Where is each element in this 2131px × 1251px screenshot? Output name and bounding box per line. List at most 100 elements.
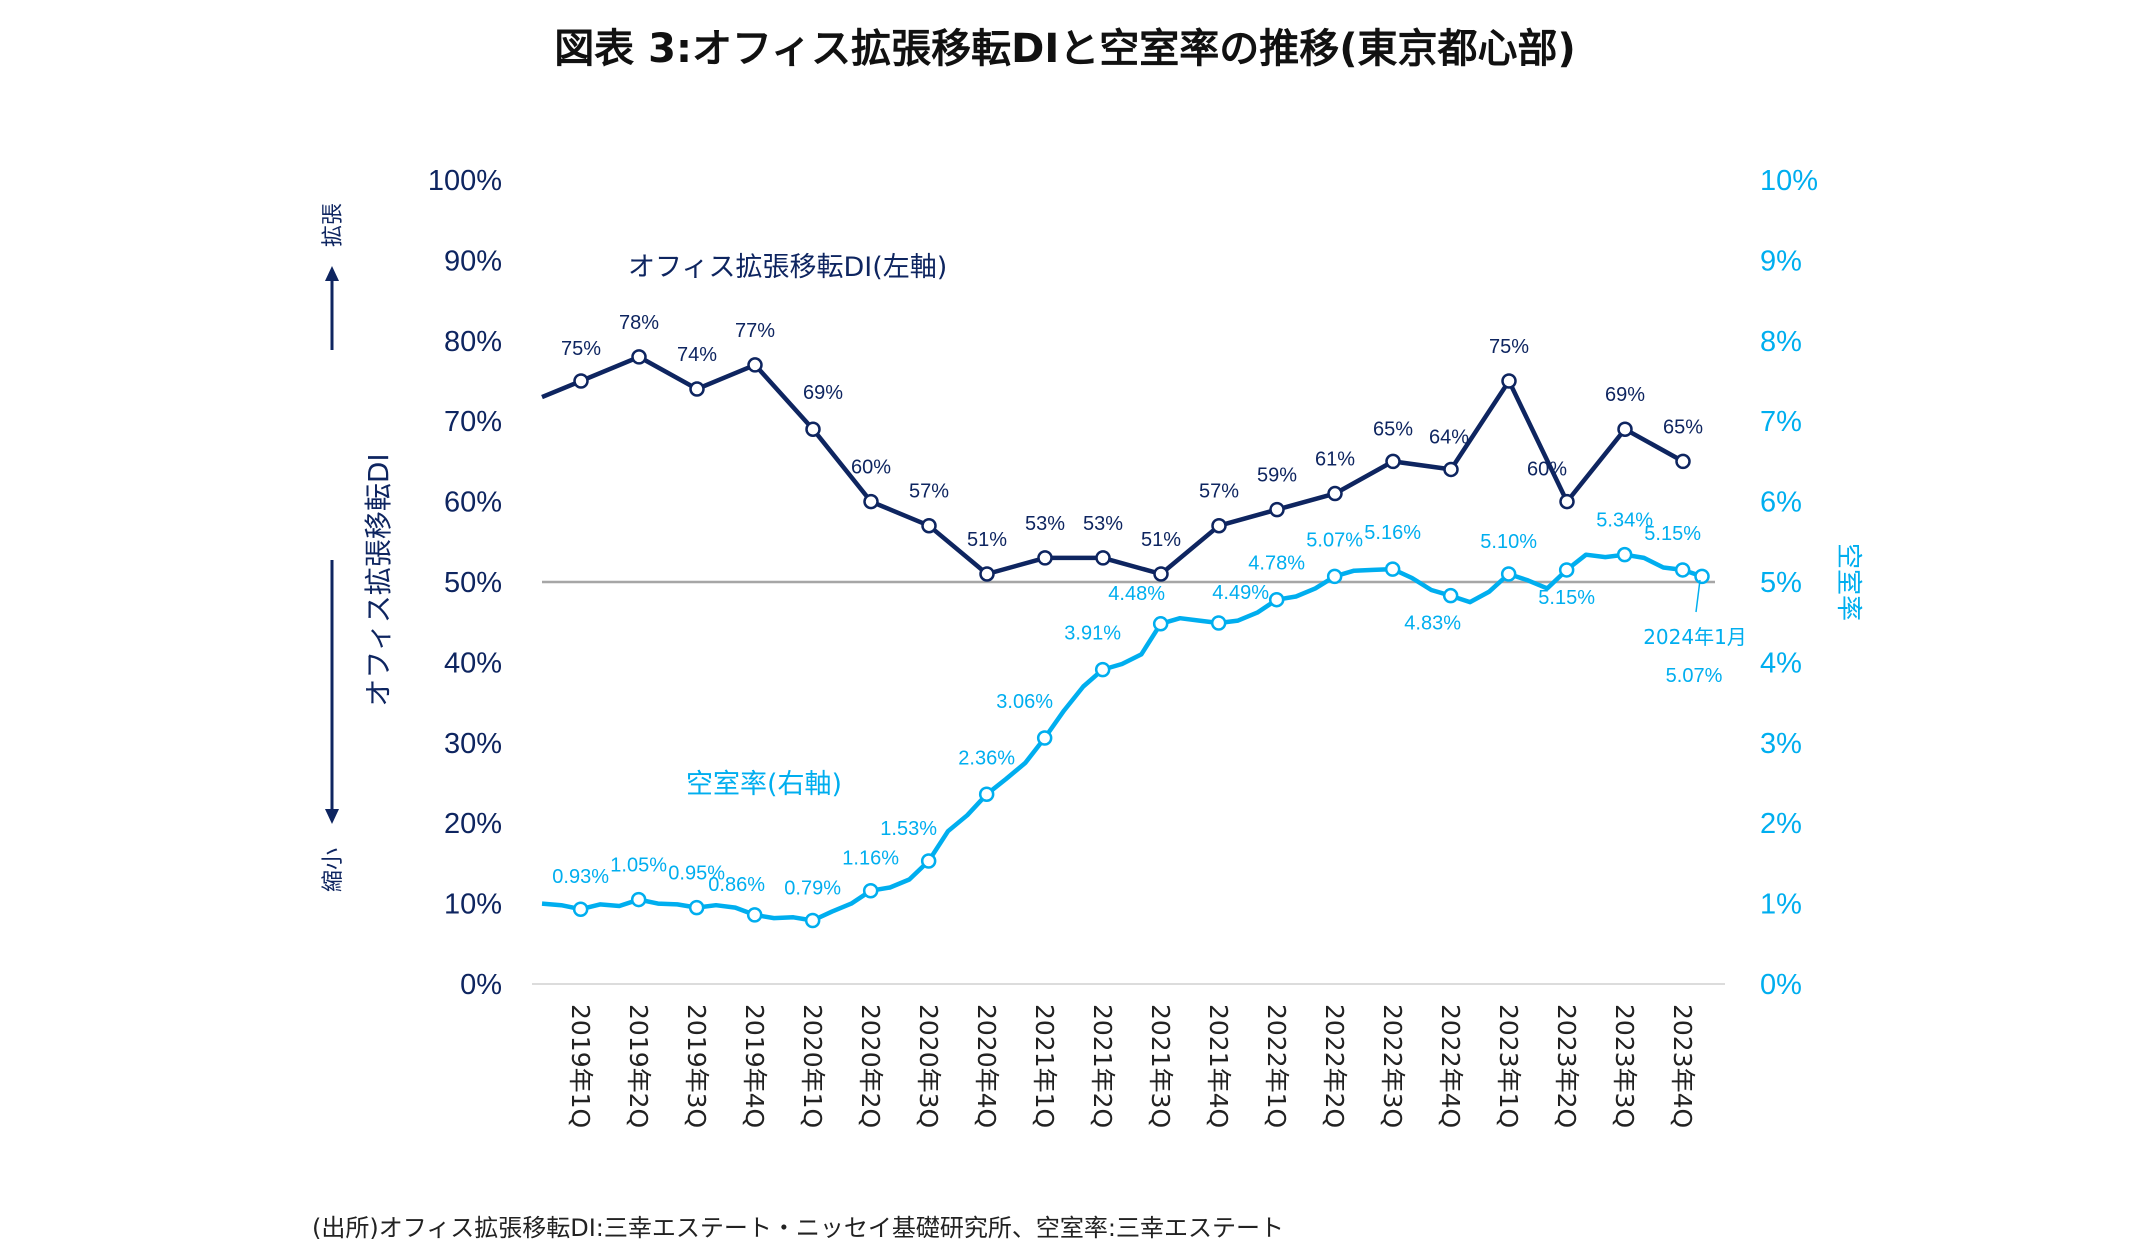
right-tick-label: 7% — [1760, 406, 1802, 438]
vacancy-point — [630, 891, 647, 908]
vacancy-data-label: 3.91% — [1064, 623, 1121, 645]
x-tick-label: 2022年4Q — [1436, 1004, 1465, 1128]
di-point — [689, 381, 705, 397]
left-tick-label: 100% — [428, 165, 502, 197]
vacancy-point — [862, 882, 879, 899]
x-tick-label: 2019年2Q — [624, 1004, 653, 1128]
vacancy-data-label: 1.53% — [880, 818, 937, 840]
vacancy-data-label: 3.06% — [996, 691, 1053, 713]
x-tick-label: 2023年3Q — [1610, 1004, 1639, 1128]
right-axis-title: 空室率 — [1833, 543, 1863, 621]
vacancy-point — [804, 912, 821, 929]
x-tick-label: 2020年1Q — [798, 1004, 827, 1128]
di-point — [1153, 566, 1169, 582]
di-data-label: 78% — [619, 312, 659, 334]
di-data-label: 64% — [1429, 426, 1469, 448]
x-axis-ticks: 2019年1Q 2019年2Q 2019年3Q 2019年4Q 2020年1Q 2020年… — [566, 1004, 1697, 1128]
vacancy-latest-point — [1694, 568, 1710, 585]
vacancy-point — [1616, 546, 1633, 563]
x-tick-label: 2019年4Q — [740, 1004, 769, 1128]
di-point — [863, 493, 879, 510]
di-data-label: 53% — [1083, 513, 1123, 535]
right-tick-label: 8% — [1760, 326, 1802, 358]
di-data-label: 57% — [1199, 481, 1239, 503]
di-data-label: 65% — [1663, 416, 1703, 438]
x-tick-label: 2020年2Q — [856, 1004, 885, 1128]
di-point — [979, 566, 995, 582]
vacancy-point — [1268, 591, 1285, 608]
di-point — [1269, 501, 1285, 518]
left-tick-label: 80% — [444, 326, 502, 358]
x-tick-label: 2021年4Q — [1204, 1004, 1233, 1128]
di-data-label: 53% — [1025, 513, 1065, 535]
right-tick-label: 6% — [1760, 487, 1802, 519]
vacancy-point — [1210, 615, 1227, 631]
left-axis-expand-note: 拡張 — [321, 203, 346, 247]
vacancy-data-label: 4.48% — [1108, 583, 1165, 605]
di-point — [573, 373, 589, 389]
di-point — [1617, 421, 1633, 437]
x-tick-label: 2021年3Q — [1146, 1004, 1175, 1128]
x-tick-label: 2021年2Q — [1088, 1004, 1117, 1128]
di-point — [1501, 373, 1517, 389]
vacancy-data-label: 0.93% — [552, 866, 609, 888]
left-tick-label: 10% — [444, 889, 502, 921]
vacancy-point — [978, 786, 995, 803]
di-data-label: 60% — [851, 457, 891, 479]
left-axis-ticks: 0% 10% 20% 30% 40% 50% 60% 70% 80% 90% 100% — [428, 165, 502, 1001]
vacancy-series-name: 空室率(右軸) — [686, 769, 842, 800]
di-data-label: 75% — [1489, 336, 1529, 358]
vacancy-data-label: 1.05% — [610, 855, 667, 877]
vacancy-point — [572, 901, 589, 917]
x-tick-label: 2020年3Q — [914, 1004, 943, 1128]
source-note: (出所)オフィス拡張移転DI:三幸エステート・ニッセイ基礎研究所、空室率:三幸エ… — [312, 1214, 1284, 1242]
right-tick-label: 0% — [1760, 969, 1802, 1001]
right-tick-label: 2% — [1760, 808, 1802, 840]
x-tick-label: 2021年1Q — [1030, 1004, 1059, 1128]
vacancy-data-label: 4.83% — [1404, 613, 1461, 635]
x-tick-label: 2022年3Q — [1378, 1004, 1407, 1128]
di-point — [1443, 461, 1459, 478]
vacancy-point — [1384, 561, 1401, 577]
vacancy-data-label: 4.78% — [1248, 553, 1305, 575]
vacancy-data-label: 0.79% — [784, 877, 841, 899]
di-data-label: 75% — [561, 338, 601, 360]
left-tick-label: 90% — [444, 245, 502, 277]
vacancy-data-label: 1.16% — [842, 848, 899, 870]
di-data-label: 51% — [1141, 529, 1181, 551]
right-tick-label: 1% — [1760, 889, 1802, 921]
di-point — [1675, 453, 1691, 470]
left-axis-title: オフィス拡張移転DI — [362, 453, 395, 706]
vacancy-series: 0.93%1.05% 0.95%0.86% 0.79%1.16% 1.53% 2.36%… — [541, 510, 1710, 929]
left-tick-label: 30% — [444, 728, 502, 760]
di-data-label: 69% — [1605, 384, 1645, 406]
chart-title: 図表 3:オフィス拡張移転DIと空室率の推移(東京都心部) — [554, 26, 1576, 72]
di-point — [921, 517, 937, 534]
di-point — [805, 421, 821, 437]
right-tick-label: 9% — [1760, 245, 1802, 277]
x-tick-label: 2019年3Q — [682, 1004, 711, 1128]
x-tick-label: 2022年1Q — [1262, 1004, 1291, 1128]
vacancy-data-label: 4.49% — [1212, 582, 1269, 604]
left-tick-label: 60% — [444, 487, 502, 519]
vacancy-data-label: 5.15% — [1644, 523, 1701, 545]
latest-vacancy-value: 5.07% — [1666, 665, 1723, 687]
left-axis-shrink-note: 縮小 — [321, 848, 346, 892]
vacancy-point — [1036, 730, 1053, 746]
di-data-label: 57% — [909, 481, 949, 503]
right-tick-label: 5% — [1760, 567, 1802, 599]
vacancy-point — [1500, 566, 1517, 582]
left-tick-label: 0% — [460, 969, 502, 1001]
di-point — [1385, 453, 1401, 470]
di-point — [1037, 550, 1053, 566]
di-series-name: オフィス拡張移転DI(左軸) — [628, 252, 947, 283]
di-series: 75% 78% 74% 77% 69% 60% 57% 51% 53% 53% 51% 57% 59% 6… — [541, 312, 1703, 582]
di-data-label: 51% — [967, 529, 1007, 551]
right-tick-label: 4% — [1760, 647, 1802, 679]
right-axis-ticks: 0% 1% 2% 3% 4% 5% 6% 7% 8% 9% 10% — [1760, 165, 1818, 1001]
vacancy-point — [1674, 562, 1691, 578]
vacancy-data-label: 5.16% — [1364, 522, 1421, 544]
di-point — [1095, 550, 1111, 566]
latest-vacancy-date: 2024年1月 — [1643, 625, 1747, 649]
